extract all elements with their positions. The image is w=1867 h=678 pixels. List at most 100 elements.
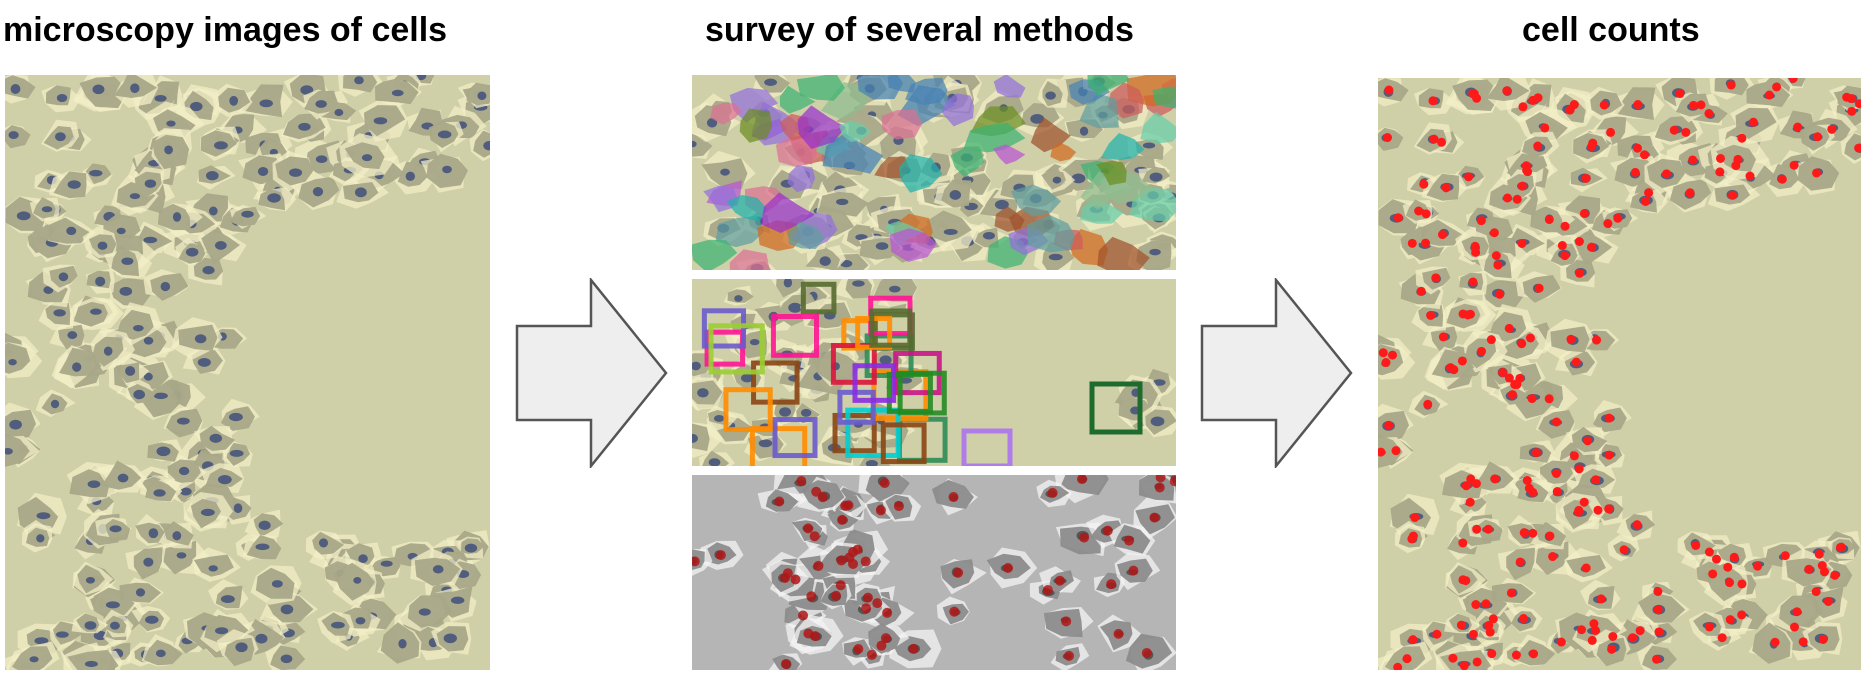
count-dot — [1421, 209, 1431, 219]
dot-annotation-panel — [692, 475, 1176, 670]
count-dot — [1607, 644, 1617, 654]
count-dot — [1502, 86, 1512, 96]
count-dot — [1488, 614, 1498, 624]
count-dot — [1675, 89, 1685, 99]
segmentation-mask — [941, 93, 974, 127]
count-dot — [1504, 373, 1514, 383]
segmentation-mask — [739, 108, 773, 143]
bounding-box — [772, 417, 818, 459]
count-dot — [1729, 552, 1739, 562]
count-dot — [1792, 607, 1802, 617]
dot-annotation — [836, 555, 847, 566]
count-dot — [1548, 552, 1558, 562]
count-dot — [1378, 348, 1388, 358]
count-dot — [1575, 268, 1585, 278]
count-dot — [1540, 123, 1550, 133]
count-dot — [1468, 277, 1478, 287]
dot-annotation — [1042, 584, 1053, 595]
bounding-box — [800, 281, 837, 315]
count-dot — [1827, 124, 1837, 134]
microscopy-image — [5, 75, 490, 670]
count-dot — [1717, 633, 1727, 643]
count-dot — [1414, 206, 1424, 216]
dot-annotation — [692, 556, 700, 567]
count-dot — [1573, 507, 1583, 517]
arrow-right-icon — [515, 278, 668, 468]
count-dot — [1483, 524, 1493, 534]
segmentation-mask — [1079, 93, 1119, 129]
segmentation-mask — [994, 206, 1025, 232]
count-dot — [1446, 363, 1456, 373]
count-dot — [1619, 545, 1629, 555]
count-dot — [1506, 588, 1516, 598]
count-dot — [1426, 310, 1436, 320]
count-dot — [1522, 475, 1532, 485]
count-dot — [1640, 196, 1650, 206]
count-dot — [1846, 94, 1856, 104]
count-dot — [1493, 260, 1503, 270]
segmentation-mask — [889, 228, 937, 262]
segmentation-mask — [963, 122, 1026, 153]
count-dot — [1544, 214, 1554, 224]
count-dot — [1589, 619, 1599, 629]
count-dot — [1407, 238, 1417, 248]
dot-annotation — [893, 501, 904, 512]
count-dot — [1711, 554, 1721, 564]
count-dot — [1545, 531, 1555, 541]
dot-annotation — [872, 598, 883, 609]
count-dot — [1557, 241, 1567, 251]
dot-annotation — [1079, 532, 1090, 543]
count-dot — [1429, 134, 1439, 144]
count-dot — [1465, 497, 1475, 507]
count-dot — [1419, 179, 1429, 189]
dot-annotation — [774, 496, 785, 507]
count-dot — [1772, 82, 1782, 92]
count-dot — [1812, 168, 1822, 178]
count-dot — [1437, 137, 1447, 147]
count-dot — [1708, 569, 1718, 579]
segmentation-mask — [820, 82, 870, 121]
count-dot — [1635, 626, 1645, 636]
dot-annotation — [798, 610, 809, 621]
segmentation-mask — [950, 148, 985, 178]
bounding-box — [852, 363, 896, 403]
dot-annotation — [948, 492, 959, 503]
count-dot — [1534, 283, 1544, 293]
count-dot — [1468, 629, 1478, 639]
dot-annotation — [1155, 475, 1166, 483]
count-dot — [1587, 142, 1597, 152]
segmentation-mask — [796, 75, 845, 101]
dot-annotation — [1064, 650, 1075, 661]
count-dot — [1726, 80, 1736, 90]
count-dot — [1438, 230, 1448, 240]
count-dot — [1689, 100, 1699, 110]
dot-annotation — [949, 606, 960, 617]
title-cell-counts: cell counts — [1522, 11, 1700, 49]
dot-annotation — [835, 580, 846, 591]
count-dot — [1753, 561, 1763, 571]
dot-annotation — [908, 643, 919, 654]
bounding-box — [880, 422, 927, 465]
dot-annotation — [882, 607, 893, 618]
segmentation-mask — [881, 109, 923, 140]
count-dot — [1393, 213, 1403, 223]
count-dot — [1458, 575, 1468, 585]
count-dot — [1604, 504, 1614, 514]
count-dot — [1804, 564, 1814, 574]
count-dot — [1569, 451, 1579, 461]
count-dot — [1388, 350, 1398, 360]
segmentation-mask — [899, 154, 943, 193]
dot-annotation — [860, 556, 871, 567]
count-dot — [1477, 346, 1487, 356]
dot-annotation — [848, 558, 859, 569]
count-dot — [1438, 332, 1448, 342]
count-dot — [1725, 615, 1735, 625]
segmentation-mask — [729, 249, 770, 270]
count-dot — [1737, 133, 1747, 143]
count-dot — [1533, 141, 1543, 151]
count-dot — [1384, 85, 1394, 95]
count-dot — [1552, 417, 1562, 427]
count-dot — [1813, 132, 1823, 142]
count-dot — [1423, 399, 1433, 409]
dot-annotation — [875, 505, 886, 516]
